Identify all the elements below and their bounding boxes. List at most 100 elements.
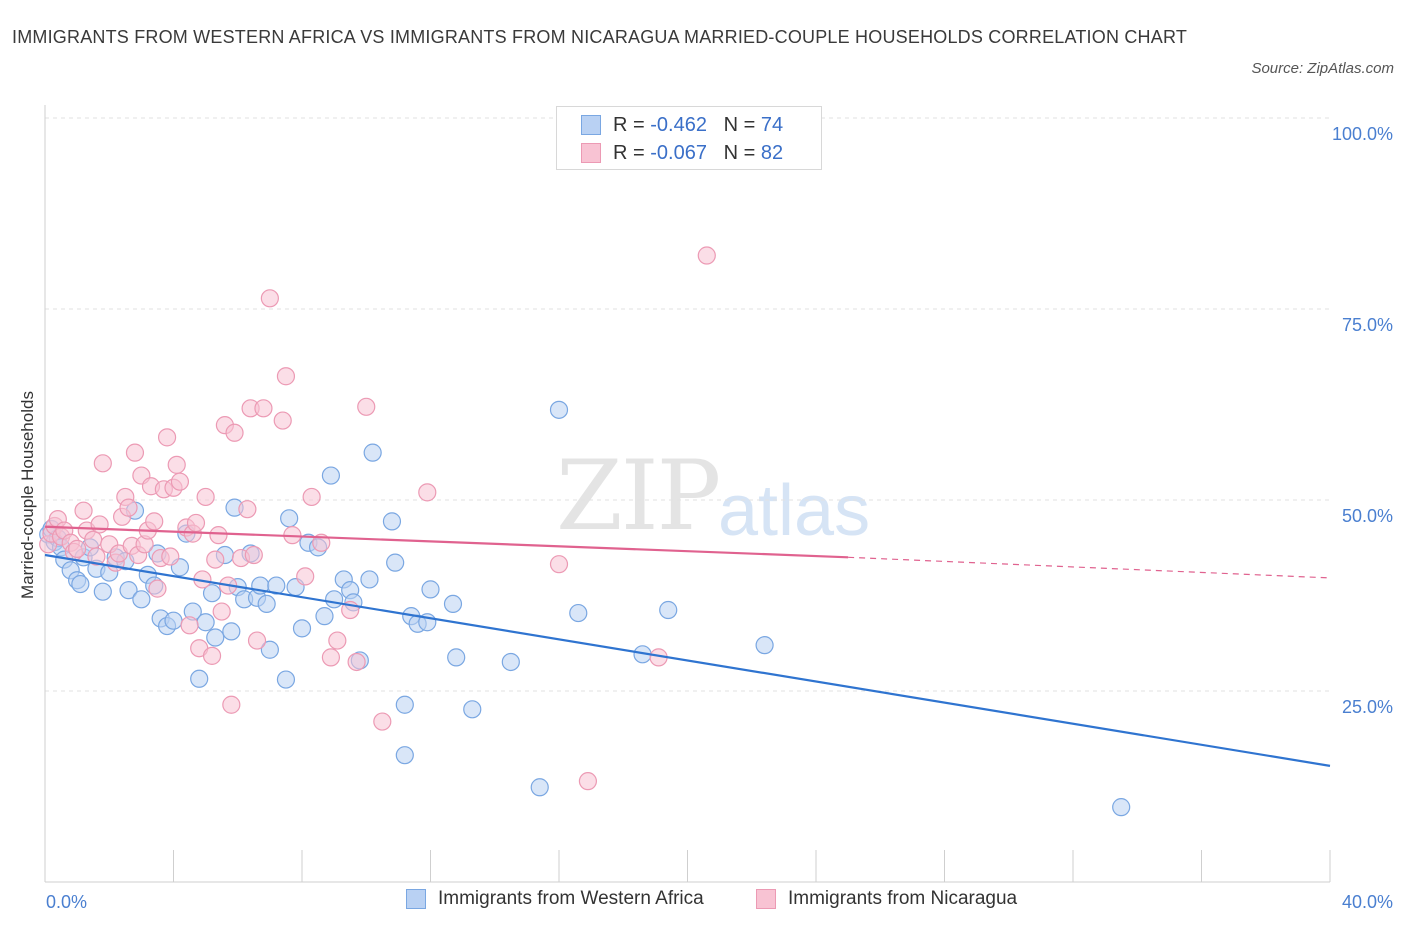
y-tick-label: 75.0% [1342, 315, 1393, 335]
data-point [157, 428, 177, 447]
data-point [222, 695, 241, 714]
data-point [347, 652, 366, 672]
data-point [202, 584, 222, 603]
y-tick-label: 50.0% [1342, 506, 1393, 526]
data-point [222, 622, 241, 641]
source-label: Source: ZipAtlas.com [1251, 60, 1394, 77]
chart-title: IMMIGRANTS FROM WESTERN AFRICA VS IMMIGR… [12, 27, 1188, 47]
data-point [209, 526, 228, 545]
y-tick-label: 100.0% [1332, 124, 1393, 144]
legend-swatch-blue [406, 889, 426, 909]
tick-labels: 100.0% 75.0% 50.0% 25.0% 0.0% 40.0% [46, 124, 1393, 912]
x-tick-label: 40.0% [1342, 892, 1393, 912]
data-point [74, 501, 93, 520]
data-point [292, 619, 312, 638]
data-point [254, 399, 273, 418]
legend-n-label: N = [723, 113, 756, 136]
y-tick-label: 25.0% [1342, 697, 1393, 717]
data-point [225, 423, 244, 442]
data-point [302, 487, 321, 507]
data-point [421, 580, 440, 599]
data-point [1112, 798, 1131, 817]
data-point [167, 455, 186, 474]
data-point [373, 712, 392, 731]
watermark-atlas: atlas [718, 471, 871, 551]
legend-r-label: R = [613, 113, 645, 136]
correlation-legend: R = -0.462 N = 74 R = -0.067 N = 82 [556, 106, 822, 170]
data-point [697, 246, 716, 265]
legend-swatch-blue [581, 115, 601, 135]
data-point [71, 574, 90, 594]
data-point [418, 483, 437, 502]
data-point [244, 545, 263, 565]
data-point [260, 289, 279, 308]
data-point [132, 590, 151, 609]
data-point [90, 515, 109, 534]
data-point [148, 579, 167, 598]
data-point [260, 640, 279, 659]
data-point [276, 670, 296, 689]
data-point [296, 567, 315, 586]
trend-line-nicaragua [44, 525, 849, 559]
series-legend: Immigrants from Western Africa Immigrant… [0, 888, 1406, 916]
data-point [190, 669, 209, 688]
data-point [447, 648, 466, 667]
legend-swatch-pink [756, 889, 776, 909]
data-point [328, 631, 347, 650]
legend-r-value: -0.067 [650, 141, 707, 164]
data-point [170, 472, 190, 491]
legend-label: Immigrants from Nicaragua [788, 888, 1018, 909]
data-point [501, 652, 520, 672]
legend-row-western-africa: R = -0.462 N = 74 [581, 113, 783, 137]
data-point [395, 746, 414, 765]
data-point [325, 590, 344, 609]
data-point [186, 513, 206, 533]
legend-swatch-pink [581, 143, 601, 163]
legend-item-western-africa[interactable]: Immigrants from Western Africa [406, 888, 704, 910]
data-point [238, 500, 257, 519]
data-point [87, 547, 106, 566]
data-point [321, 466, 341, 485]
data-point [125, 443, 145, 462]
data-point [443, 594, 463, 614]
data-point [93, 582, 112, 601]
data-point [395, 695, 414, 714]
data-point [578, 772, 598, 791]
data-point [363, 443, 382, 462]
data-point [273, 411, 292, 430]
x-tick-label: 0.0% [46, 892, 87, 912]
data-point [659, 600, 678, 620]
legend-row-nicaragua: R = -0.067 N = 82 [581, 141, 783, 165]
data-point [119, 498, 138, 517]
data-point [321, 648, 341, 667]
data-point [315, 607, 334, 626]
series-nicaragua [39, 246, 716, 791]
data-point [755, 636, 774, 655]
data-point [382, 512, 402, 531]
data-point [280, 509, 299, 528]
data-point [68, 539, 87, 558]
data-point [164, 611, 183, 630]
trend-lines [44, 525, 1331, 767]
data-point [569, 603, 588, 623]
data-point [206, 550, 225, 569]
series-western-africa [39, 400, 1131, 817]
legend-n-value: 74 [760, 113, 784, 136]
legend-r-label: R = [613, 141, 645, 164]
data-point [161, 547, 180, 566]
data-point [202, 646, 222, 665]
trend-line-nicaragua-dashed [848, 556, 1331, 579]
data-point [93, 454, 112, 473]
data-point [84, 530, 103, 549]
data-point [276, 367, 296, 386]
data-point [247, 631, 267, 650]
data-point [119, 581, 138, 600]
data-point [196, 613, 215, 632]
legend-item-nicaragua[interactable]: Immigrants from Nicaragua [756, 888, 1017, 910]
data-point [463, 700, 482, 719]
data-point [212, 602, 231, 621]
data-point [257, 594, 276, 614]
watermark-zip: ZIP [556, 440, 721, 552]
data-point [145, 512, 164, 531]
